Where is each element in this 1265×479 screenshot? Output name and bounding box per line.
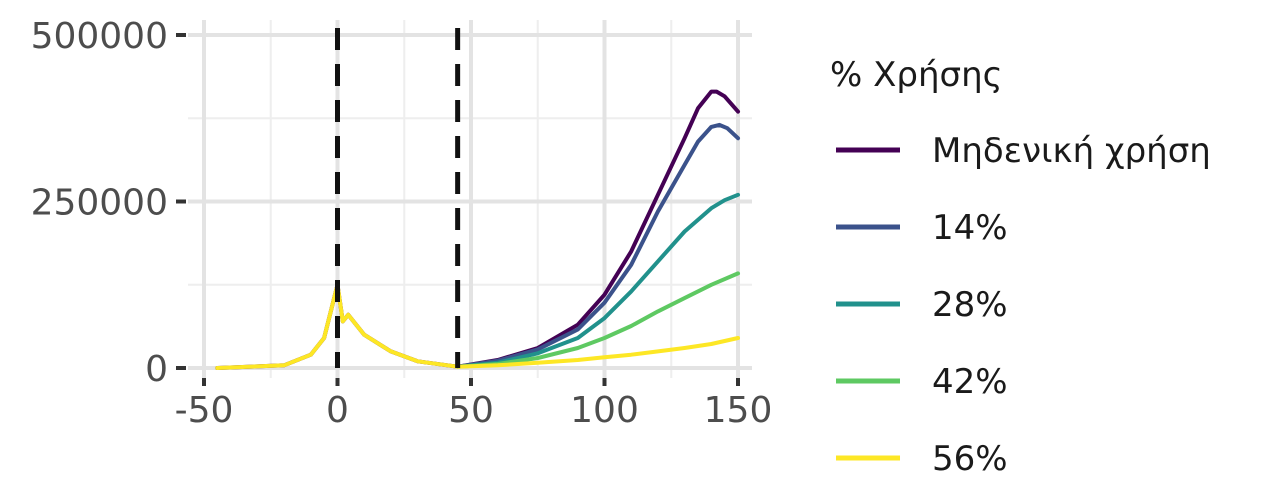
x-tick-label: 0 [326, 390, 349, 431]
legend-label-1: 14% [932, 208, 1008, 248]
series-line-3 [455, 271, 740, 369]
legend-title: % Χρήσης [830, 55, 1003, 95]
y-tick-label: 0 [145, 349, 168, 390]
series-line-2 [455, 192, 740, 369]
series-line-4 [215, 282, 740, 370]
legend-label-2: 28% [932, 285, 1008, 325]
grid [188, 20, 752, 378]
legend: % Χρήσης Μηδενική χρήση 14% 28% 42% 56% [830, 55, 1211, 479]
y-tick-label: 250000 [31, 183, 168, 224]
x-tick-label: 50 [448, 390, 494, 431]
x-tick-label: -50 [175, 390, 234, 431]
x-tick-label: 150 [704, 390, 773, 431]
reference-lines [335, 28, 461, 368]
legend-label-4: 56% [932, 439, 1008, 479]
legend-label-3: 42% [932, 362, 1008, 402]
series-lines [215, 89, 740, 370]
series-line-1 [455, 122, 740, 369]
y-tick-label: 500000 [31, 16, 168, 57]
legend-label-0: Μηδενική χρήση [932, 131, 1211, 171]
x-tick-label: 100 [570, 390, 639, 431]
